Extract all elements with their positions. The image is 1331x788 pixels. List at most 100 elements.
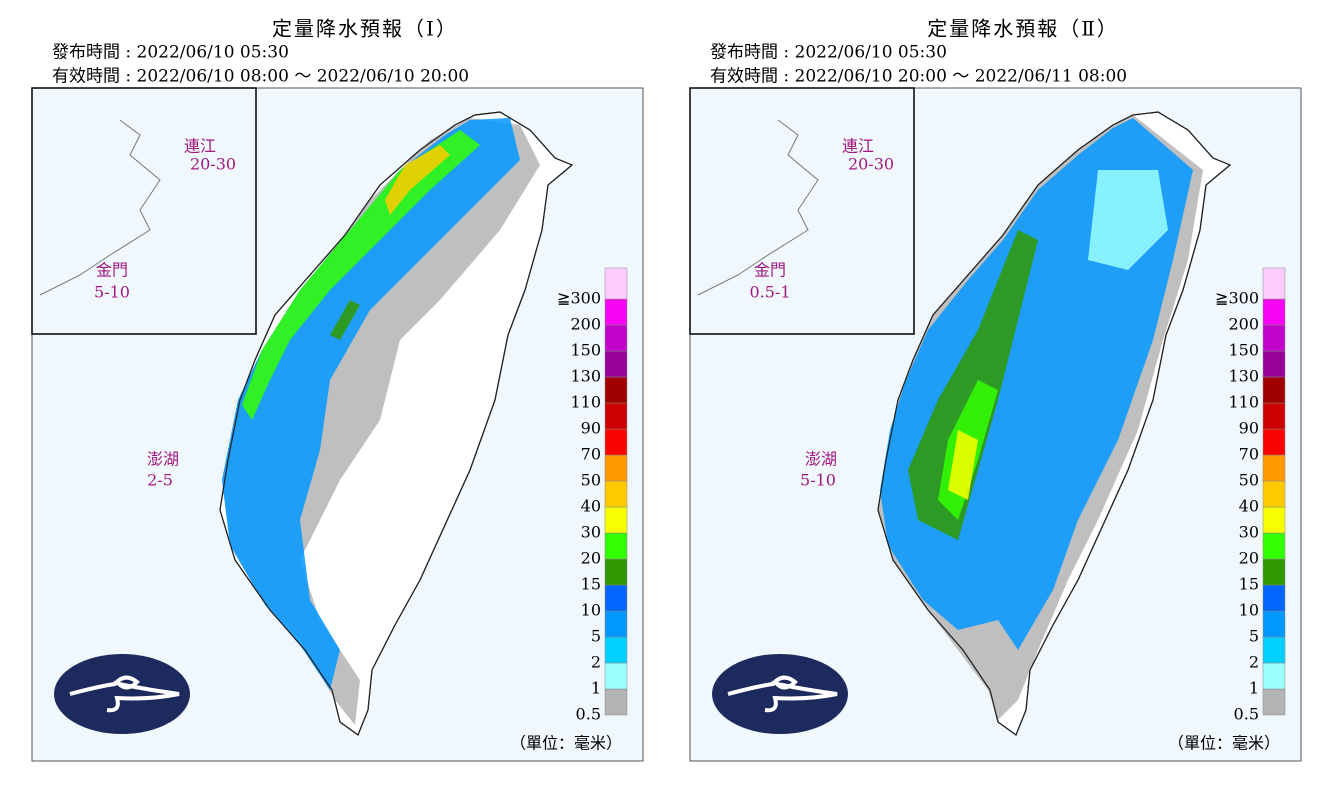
legend-label: ≧300 (557, 289, 601, 308)
unit-label: （單位：毫米） (1168, 734, 1280, 753)
legend-swatch (604, 584, 628, 612)
legend-label: ≧300 (1215, 289, 1259, 308)
logo (712, 654, 848, 734)
legend-swatch (1262, 376, 1286, 404)
legend-label: 90 (581, 419, 601, 438)
legend-label: 150 (570, 341, 601, 360)
legend-swatch (1262, 267, 1286, 300)
coastline (39, 119, 161, 296)
legend-label: 50 (1239, 471, 1259, 490)
place-name: 連江 (842, 137, 874, 156)
legend-label: 40 (581, 497, 601, 516)
legend-swatch (1262, 610, 1286, 638)
legend-label: 1 (591, 679, 601, 698)
legend-label: 20 (581, 549, 601, 568)
map-panel: 定量降水預報（Ⅱ）發布時間 : 2022/06/10 05:30 有效時間 : 2… (689, 17, 1302, 762)
rain-area (908, 230, 1038, 540)
issued-time: 發布時間 : 2022/06/10 05:30 (52, 43, 289, 63)
legend-swatch (1262, 662, 1286, 690)
legend-label: 30 (581, 523, 601, 542)
legend-label: 130 (570, 367, 601, 386)
legend-swatch (1262, 558, 1286, 586)
logo-mark (69, 675, 180, 713)
map-panel: 定量降水預報（Ⅰ）發布時間 : 2022/06/10 05:30 有效時間 : 2… (31, 17, 644, 762)
place-name: 澎湖 (805, 450, 837, 469)
legend-swatch (604, 558, 628, 586)
legend-label: 70 (1239, 445, 1259, 464)
legend-label: 10 (1239, 601, 1259, 620)
valid-time: 有效時間 : 2022/06/10 20:00 ～ 2022/06/11 08:… (710, 67, 1127, 87)
legend-label: 200 (570, 315, 601, 334)
legend-swatch (1262, 298, 1286, 326)
legend-swatch (1262, 532, 1286, 560)
legend-label: 200 (1228, 315, 1259, 334)
unit-label: （單位：毫米） (510, 734, 622, 753)
legend-swatch (604, 506, 628, 534)
legend-swatch (604, 688, 628, 716)
legend-label: 130 (1228, 367, 1259, 386)
island-outline (219, 111, 574, 736)
inset-box (689, 87, 915, 335)
legend-label: 110 (570, 393, 601, 412)
legend-swatch (1262, 324, 1286, 352)
legend-label: 70 (581, 445, 601, 464)
place-name: 金門 (96, 261, 128, 280)
legend-label: 30 (1239, 523, 1259, 542)
legend-label: 5 (1249, 627, 1259, 646)
legend-swatch (604, 636, 628, 664)
coastline (697, 119, 819, 296)
legend-swatch (604, 662, 628, 690)
island-outline (877, 111, 1232, 736)
legend-swatch (1262, 402, 1286, 430)
place-name: 連江 (184, 137, 216, 156)
legend-swatch (604, 267, 628, 300)
logo (54, 654, 190, 734)
legend-label: 0.5 (576, 705, 601, 724)
legend-label: 40 (1239, 497, 1259, 516)
legend-label: 150 (1228, 341, 1259, 360)
legend-swatch (604, 428, 628, 456)
legend-swatch (604, 324, 628, 352)
legend-label: 15 (581, 575, 601, 594)
place-name: 澎湖 (147, 450, 179, 469)
logo-mark (727, 675, 838, 713)
legend-swatch (1262, 480, 1286, 508)
legend-label: 2 (1249, 653, 1259, 672)
legend-label: 2 (591, 653, 601, 672)
legend-swatch (1262, 584, 1286, 612)
place-range: 5-10 (94, 283, 130, 302)
place-name: 金門 (754, 261, 786, 280)
rain-area (222, 118, 520, 690)
legend-label: 10 (581, 601, 601, 620)
legend-swatch (1262, 454, 1286, 482)
valid-time: 有效時間 : 2022/06/10 08:00 ～ 2022/06/10 20:… (52, 67, 469, 87)
rain-area (1088, 170, 1168, 270)
legend-label: 20 (1239, 549, 1259, 568)
legend-swatch (1262, 506, 1286, 534)
legend-label: 1 (1249, 679, 1259, 698)
legend-swatch (604, 454, 628, 482)
legend-label: 50 (581, 471, 601, 490)
legend-swatch (1262, 428, 1286, 456)
legend-swatch (1262, 688, 1286, 716)
panel-title: 定量降水預報（Ⅰ） (272, 17, 458, 41)
place-range: 0.5-1 (749, 283, 790, 302)
legend-swatch (604, 350, 628, 378)
legend-swatch (604, 402, 628, 430)
legend-swatch (604, 298, 628, 326)
place-range: 20-30 (190, 155, 236, 174)
rain-area (330, 300, 360, 340)
legend-swatch (604, 532, 628, 560)
legend-label: 110 (1228, 393, 1259, 412)
rain-area (948, 430, 978, 500)
issued-time: 發布時間 : 2022/06/10 05:30 (710, 43, 947, 63)
legend-swatch (604, 610, 628, 638)
rain-area (242, 130, 480, 420)
legend-swatch (1262, 350, 1286, 378)
place-range: 20-30 (848, 155, 894, 174)
legend-label: 90 (1239, 419, 1259, 438)
panel-title: 定量降水預報（Ⅱ） (927, 17, 1119, 41)
place-range: 2-5 (147, 471, 173, 490)
place-range: 5-10 (800, 471, 836, 490)
